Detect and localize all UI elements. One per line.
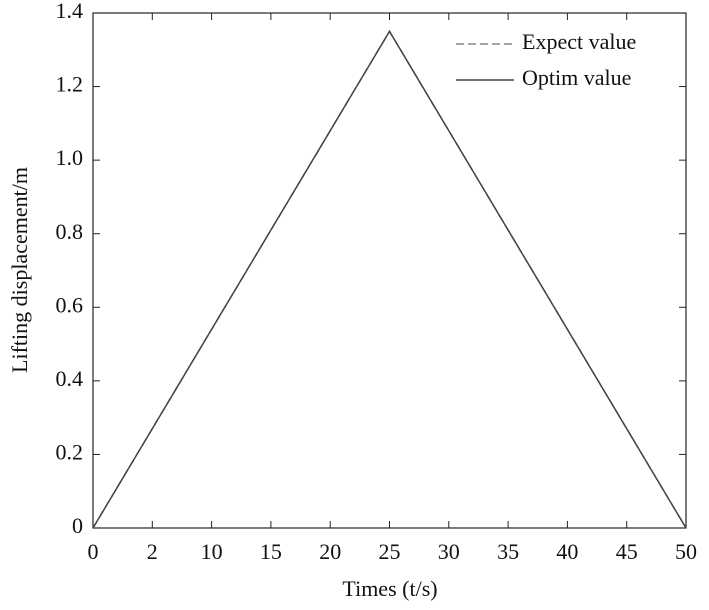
- x-tick-label: 10: [201, 539, 223, 564]
- x-tick-label: 50: [675, 539, 697, 564]
- y-tick-label: 1.2: [56, 72, 84, 97]
- data-line: [92, 29, 687, 529]
- legend-label: Optim value: [522, 65, 631, 90]
- y-tick-label: 1.0: [56, 145, 84, 170]
- y-tick-label: 0.2: [56, 439, 84, 464]
- x-tick-label: 45: [616, 539, 638, 564]
- y-axis-label: Lifting displacement/m: [7, 167, 32, 373]
- data-line: [92, 29, 687, 529]
- y-tick-label: 0.8: [56, 219, 84, 244]
- y-tick-label: 0: [72, 513, 83, 538]
- legend-label: Expect value: [522, 29, 636, 54]
- y-tick-label: 0.6: [56, 292, 84, 317]
- y-tick-label: 0.4: [56, 366, 84, 391]
- y-tick-label: 1.4: [56, 0, 84, 23]
- x-tick-label: 30: [438, 539, 460, 564]
- x-tick-label: 35: [497, 539, 519, 564]
- x-tick-label: 2: [147, 539, 158, 564]
- x-tick-label: 20: [319, 539, 341, 564]
- plot-frame: [92, 12, 687, 529]
- x-axis-label: Times (t/s): [342, 576, 437, 601]
- x-tick-label: 40: [556, 539, 578, 564]
- x-tick-label: 25: [379, 539, 401, 564]
- x-tick-label: 0: [88, 539, 99, 564]
- x-tick-label: 15: [260, 539, 282, 564]
